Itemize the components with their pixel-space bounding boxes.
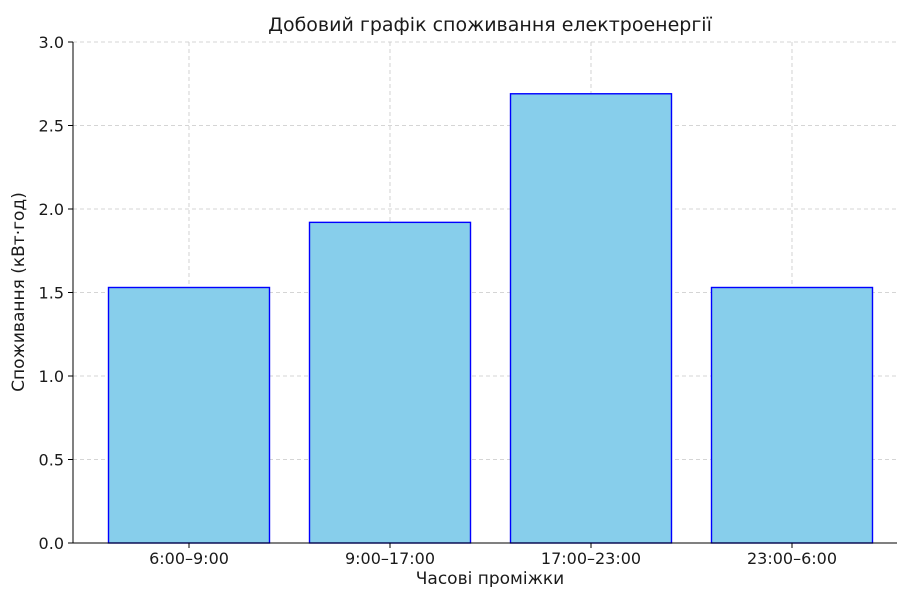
- x-tick-label: 9:00–17:00: [345, 549, 435, 568]
- y-tick-label: 1.0: [39, 367, 64, 386]
- y-tick-label: 3.0: [39, 33, 64, 52]
- bar: [107, 286, 271, 544]
- y-tick-label: 0.0: [39, 534, 64, 553]
- tick-labels: 0.0 0.5 1.0 1.5 2.0 2.5 3.0 6:00–9:00 9:00–17:00…: [39, 33, 837, 568]
- x-tick-label: 17:00–23:00: [541, 549, 641, 568]
- y-tick-label: 1.5: [39, 284, 64, 303]
- y-tick-label: 2.5: [39, 117, 64, 136]
- bar: [710, 286, 874, 544]
- y-axis-label: Споживання (кВт·год): [9, 192, 29, 392]
- bars: [107, 93, 874, 544]
- x-axis-label: Часові проміжки: [416, 569, 564, 587]
- y-tick-label: 0.5: [39, 451, 64, 470]
- axes: [68, 41, 897, 548]
- y-tick-label: 2.0: [39, 200, 64, 219]
- bar: [308, 221, 472, 544]
- bar: [509, 93, 673, 544]
- chart-title: Добовий графік споживання електроенергії: [268, 14, 712, 36]
- x-tick-label: 23:00–6:00: [747, 549, 837, 568]
- x-tick-label: 6:00–9:00: [149, 549, 229, 568]
